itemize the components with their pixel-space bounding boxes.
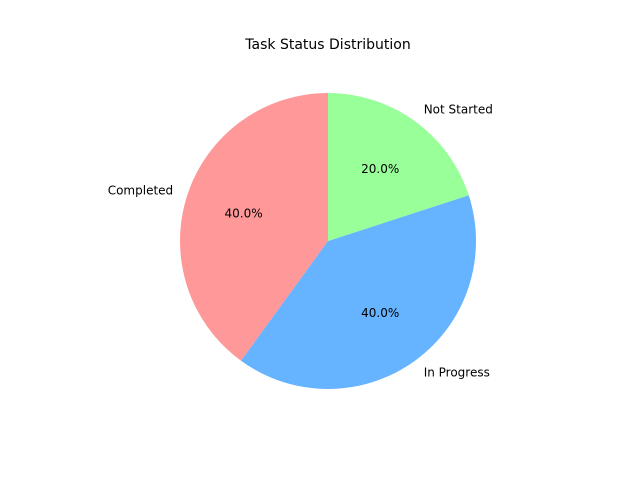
slice-percent-not-started: 20.0% [361,162,399,176]
pie-slices [180,93,477,389]
pie-slice-in-progress [241,195,477,389]
slice-percent-completed: 40.0% [224,207,262,221]
slice-label-completed: Completed [108,184,173,198]
pie-slice-not-started [328,93,469,241]
pie-labels: Completed 40.0% In Progress 40.0% Not Starte… [108,102,493,379]
slice-label-in-progress: In Progress [424,366,490,380]
slice-label-not-started: Not Started [424,102,493,116]
slice-percent-in-progress: 40.0% [361,306,399,320]
chart-title: Task Status Distribution [244,37,410,53]
pie-slice-completed [180,93,328,361]
